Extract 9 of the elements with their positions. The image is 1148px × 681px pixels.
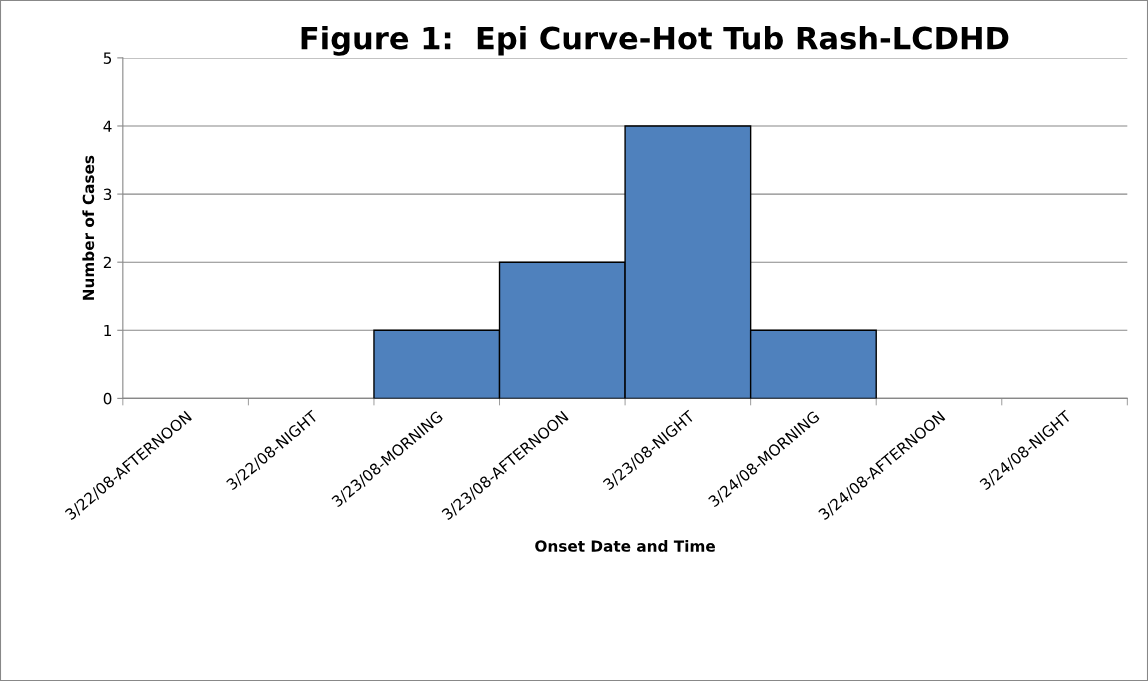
y-tick-label: 2 [103,256,111,268]
y-tick-label: 0 [103,392,112,405]
y-tick-label: 5 [103,52,112,64]
y-axis-title: Number of Cases [82,155,95,300]
x-axis-title: Onset Date and Time [535,540,715,552]
y-tick-label: 1 [104,324,112,337]
y-tick-label: 3 [103,188,112,201]
chart-title: Figure 1: Epi Curve-Hot Tub Rash-LCDHD [301,25,1009,56]
y-tick-label: 4 [103,120,112,132]
